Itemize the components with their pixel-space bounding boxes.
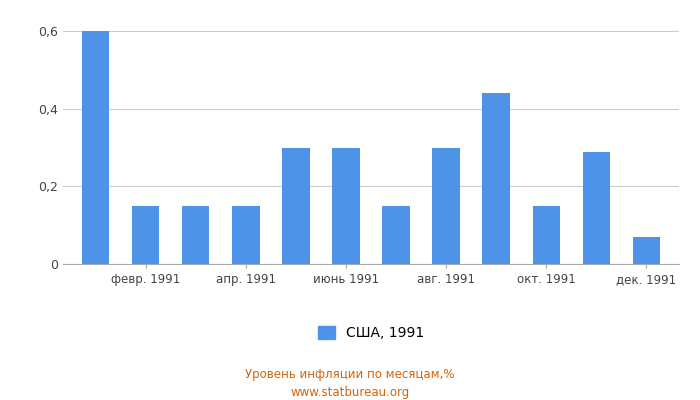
Bar bbox=[633, 237, 660, 264]
Bar bbox=[232, 206, 260, 264]
Legend: США, 1991: США, 1991 bbox=[318, 326, 424, 340]
Bar bbox=[82, 31, 109, 264]
Bar bbox=[132, 206, 160, 264]
Bar bbox=[482, 94, 510, 264]
Bar bbox=[433, 148, 460, 264]
Bar bbox=[182, 206, 209, 264]
Bar bbox=[582, 152, 610, 264]
Bar bbox=[332, 148, 360, 264]
Bar bbox=[382, 206, 410, 264]
Text: www.statbureau.org: www.statbureau.org bbox=[290, 386, 410, 399]
Bar bbox=[533, 206, 560, 264]
Text: Уровень инфляции по месяцам,%: Уровень инфляции по месяцам,% bbox=[245, 368, 455, 381]
Bar bbox=[282, 148, 309, 264]
